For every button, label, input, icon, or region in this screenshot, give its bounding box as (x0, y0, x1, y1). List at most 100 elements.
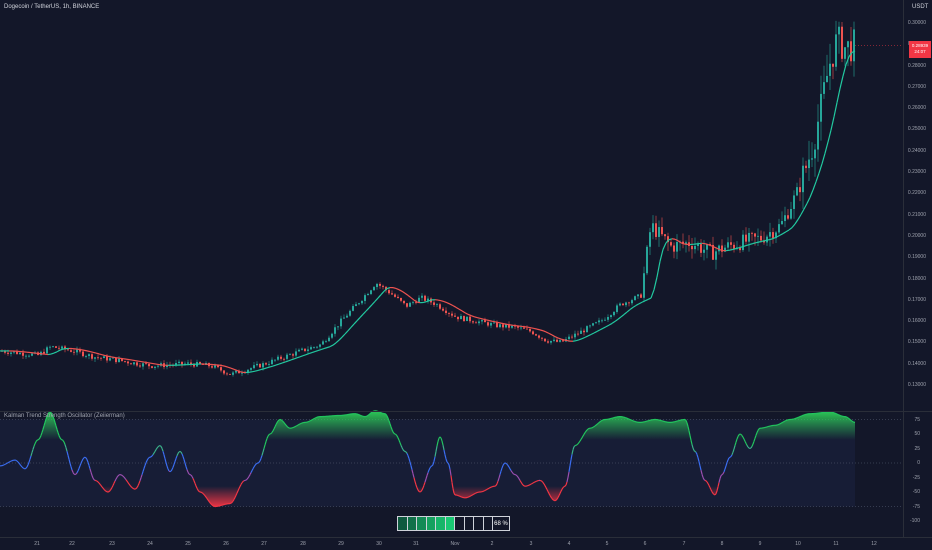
oscillator-line-segment (85, 457, 88, 460)
oscillator-line-segment (723, 468, 726, 473)
oscillator-line-segment (702, 477, 705, 480)
kalman-line-segment (410, 297, 415, 301)
oscillator-line-segment (263, 444, 266, 449)
oscillator-line-segment (152, 452, 155, 456)
oscillator-line-segment (715, 490, 718, 494)
candle-body (400, 297, 402, 301)
oscillator-line-segment (257, 461, 260, 464)
kalman-line-segment (224, 365, 229, 368)
candle-body (649, 232, 651, 247)
kalman-line-segment (806, 197, 811, 204)
kalman-line-segment (587, 333, 592, 337)
oscillator-line-segment (153, 451, 156, 454)
kalman-line-segment (458, 308, 463, 312)
kalman-line-segment (221, 364, 226, 367)
kalman-line-segment (644, 298, 649, 302)
pane-divider[interactable] (0, 411, 932, 412)
kalman-line-segment (575, 339, 580, 342)
candle-body (298, 349, 300, 352)
candle-body (832, 63, 834, 67)
oscillator-line-segment (444, 454, 447, 460)
oscillator-line-segment (507, 465, 510, 468)
oscillator-line-segment (502, 463, 505, 466)
oscillator-line-segment (238, 486, 241, 489)
oscillator-line-segment (261, 451, 264, 456)
oscillator-line-segment (445, 458, 448, 463)
oscillator-axis-label: -75 (912, 503, 920, 510)
kalman-line-segment (545, 331, 550, 334)
oscillator-line-segment (286, 425, 289, 428)
strength-cell (474, 517, 484, 530)
kalman-line-segment (230, 367, 235, 370)
kalman-line-segment (557, 337, 562, 340)
oscillator-line-segment (168, 470, 171, 473)
oscillator-line-segment (572, 446, 575, 451)
candle-body (445, 310, 447, 314)
candle-body (277, 356, 279, 360)
kalman-line-segment (233, 368, 238, 372)
currency-label[interactable]: USDT (912, 4, 929, 10)
oscillator-line-segment (558, 493, 561, 496)
candle-body (820, 93, 822, 122)
oscillator-line-segment (586, 428, 589, 431)
trend-strength-meter: 68 % (397, 516, 510, 531)
oscillator-line-segment (97, 481, 100, 484)
candle-body (472, 321, 474, 323)
oscillator-line-segment (543, 483, 546, 486)
oscillator-line-segment (309, 419, 312, 422)
time-axis-label: 27 (261, 541, 267, 547)
oscillator-line-segment (31, 449, 34, 453)
oscillator-line-segment (179, 450, 182, 453)
candle-body (538, 335, 540, 338)
kalman-line-segment (743, 244, 748, 247)
indicator-title[interactable]: Kalman Trend Strength Oscillator (Zeiier… (4, 413, 125, 419)
kalman-line-segment (638, 301, 643, 305)
candle-body (676, 242, 678, 252)
oscillator-line-segment (277, 419, 280, 422)
oscillator-line-segment (421, 487, 424, 491)
oscillator-line-segment (448, 464, 451, 470)
kalman-line-segment (371, 300, 376, 306)
oscillator-line-segment (185, 466, 188, 470)
candle-body (700, 244, 702, 253)
symbol-title[interactable]: Dogecoin / TetherUS, 1h, BINANCE (4, 4, 100, 10)
candle-body (256, 363, 258, 366)
kalman-line-segment (584, 335, 589, 338)
time-axis-label: 30 (376, 541, 382, 547)
oscillator-line-segment (181, 453, 184, 457)
oscillator-line-segment (235, 492, 238, 496)
time-axis-label: 24 (147, 541, 153, 547)
kalman-line-segment (308, 351, 313, 355)
candle-body (25, 355, 27, 357)
oscillator-line-segment (274, 424, 277, 428)
oscillator-line-segment (130, 486, 133, 489)
candle-body (478, 321, 480, 324)
kalman-line-segment (452, 305, 457, 308)
kalman-line-segment (590, 332, 595, 336)
oscillator-line-segment (45, 416, 48, 420)
oscillator-line-segment (710, 489, 713, 493)
price-chart-pane[interactable] (0, 0, 932, 400)
oscillator-line-segment (103, 488, 106, 491)
oscillator-line-segment (171, 467, 174, 470)
oscillator-line-segment (84, 456, 87, 459)
oscillator-line-segment (49, 411, 52, 414)
oscillator-line-segment (266, 435, 269, 439)
time-axis-label: 2 (490, 541, 494, 547)
candle-body (250, 368, 252, 370)
oscillator-line-segment (207, 499, 210, 502)
candle-body (526, 328, 528, 330)
kalman-line-segment (254, 369, 259, 372)
candle-body (580, 330, 582, 334)
oscillator-line-segment (746, 445, 749, 448)
candle-body (343, 317, 345, 319)
oscillator-line-segment (780, 422, 783, 424)
candle-body (487, 322, 489, 326)
candle-body (55, 346, 57, 348)
oscillator-line-segment (197, 489, 200, 492)
oscillator-line-segment (95, 480, 98, 482)
kalman-line-segment (578, 338, 583, 341)
candle-body (775, 232, 777, 239)
candle-body (286, 354, 288, 359)
